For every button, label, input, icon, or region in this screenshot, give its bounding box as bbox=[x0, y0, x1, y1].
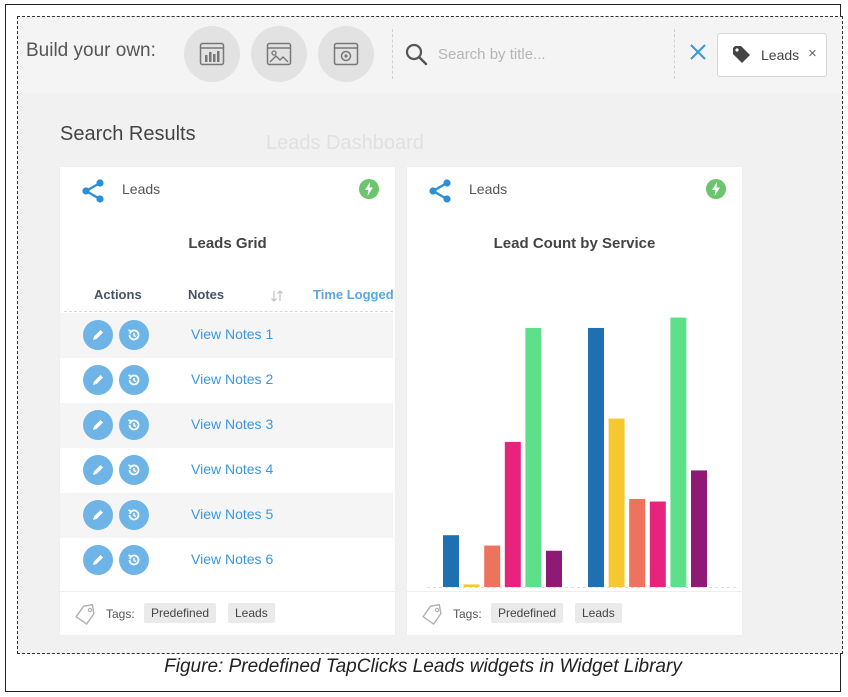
widget-library-screenshot: Build your own: bbox=[17, 16, 843, 654]
edit-button[interactable] bbox=[83, 365, 113, 395]
search-results-title: Search Results bbox=[60, 123, 196, 145]
view-notes-link[interactable]: View Notes 1 bbox=[191, 326, 274, 342]
table-row: View Notes 3 bbox=[60, 403, 393, 448]
history-button[interactable] bbox=[119, 455, 149, 485]
edit-button[interactable] bbox=[83, 410, 113, 440]
remove-tag-icon[interactable]: × bbox=[808, 45, 817, 62]
tag-chip-leads[interactable]: Leads bbox=[228, 603, 275, 623]
column-header-notes[interactable]: Notes bbox=[188, 287, 225, 302]
history-button[interactable] bbox=[119, 410, 149, 440]
pencil-icon bbox=[93, 420, 103, 430]
search-icon bbox=[405, 43, 428, 66]
edit-button[interactable] bbox=[83, 545, 113, 575]
chart-title: Lead Count by Service bbox=[493, 235, 656, 252]
close-icon[interactable] bbox=[686, 40, 710, 64]
image-widget-icon bbox=[266, 42, 292, 66]
pencil-icon bbox=[93, 465, 103, 475]
history-icon bbox=[128, 554, 140, 566]
chart-bar[interactable] bbox=[691, 470, 707, 587]
table-row: View Notes 6 bbox=[60, 538, 393, 583]
toolbar-divider bbox=[392, 29, 393, 79]
chart-bar[interactable] bbox=[504, 441, 521, 587]
column-header-time-logged[interactable]: Time Logged bbox=[313, 287, 394, 302]
column-header-actions[interactable]: Actions bbox=[94, 287, 142, 302]
history-button[interactable] bbox=[119, 545, 149, 575]
toolbar: Build your own: bbox=[18, 17, 842, 93]
pencil-icon bbox=[93, 510, 103, 520]
pencil-icon bbox=[93, 375, 103, 385]
history-button[interactable] bbox=[119, 365, 149, 395]
history-icon bbox=[128, 329, 140, 341]
table-row: View Notes 4 bbox=[60, 448, 393, 493]
tag-outline-icon bbox=[75, 603, 95, 625]
card-footer: Tags: Predefined Leads bbox=[407, 591, 742, 635]
chart-bar[interactable] bbox=[484, 545, 501, 587]
view-notes-link[interactable]: View Notes 6 bbox=[191, 551, 274, 567]
widget-card-lead-count-by-service[interactable]: Leads Lead Count by Service Tags: Predef… bbox=[407, 167, 742, 635]
build-image-widget-button[interactable] bbox=[251, 26, 307, 82]
tag-filter-chip[interactable]: Leads × bbox=[717, 33, 827, 77]
toolbar-divider bbox=[674, 29, 675, 79]
edit-button[interactable] bbox=[83, 500, 113, 530]
table-row: View Notes 5 bbox=[60, 493, 393, 538]
chart-bar[interactable] bbox=[608, 418, 625, 587]
table-row: View Notes 1 bbox=[60, 313, 393, 358]
build-bar-chart-widget-button[interactable] bbox=[184, 26, 240, 82]
tag-filter-label: Leads bbox=[761, 47, 800, 63]
chart-bar[interactable] bbox=[588, 327, 604, 587]
build-your-own-label: Build your own: bbox=[26, 40, 156, 61]
pencil-icon bbox=[93, 555, 103, 565]
table-row: View Notes 2 bbox=[60, 358, 393, 403]
background-dashboard-title: Leads Dashboard bbox=[266, 132, 424, 154]
history-button[interactable] bbox=[119, 320, 149, 350]
share-icon[interactable] bbox=[80, 178, 106, 204]
lightning-bolt-icon bbox=[706, 179, 726, 199]
tag-chip-predefined[interactable]: Predefined bbox=[144, 603, 217, 623]
tags-label: Tags: bbox=[106, 607, 135, 621]
build-custom-widget-button[interactable] bbox=[318, 26, 374, 82]
figure-frame: Build your own: bbox=[5, 4, 843, 692]
chart-bar[interactable] bbox=[649, 501, 666, 587]
chart-bar[interactable] bbox=[629, 498, 646, 587]
chart-bar[interactable] bbox=[463, 584, 480, 587]
widget-card-leads-grid[interactable]: Leads Leads Grid Actions Notes Time Logg… bbox=[60, 167, 395, 635]
bar-chart-widget-icon bbox=[199, 42, 225, 66]
history-icon bbox=[128, 419, 140, 431]
chart-bar[interactable] bbox=[670, 317, 687, 587]
tag-outline-icon bbox=[422, 603, 442, 625]
view-notes-link[interactable]: View Notes 3 bbox=[191, 416, 274, 432]
lightning-bolt-icon bbox=[359, 179, 379, 199]
tag-chip-leads[interactable]: Leads bbox=[575, 603, 622, 623]
view-notes-link[interactable]: View Notes 5 bbox=[191, 506, 274, 522]
edit-button[interactable] bbox=[83, 455, 113, 485]
chart-bar[interactable] bbox=[443, 535, 459, 587]
chart-bar[interactable] bbox=[546, 550, 562, 587]
settings-widget-icon bbox=[333, 42, 359, 66]
history-icon bbox=[128, 464, 140, 476]
chart-bar[interactable] bbox=[525, 327, 542, 587]
card-source-label: Leads bbox=[469, 181, 508, 197]
tags-label: Tags: bbox=[453, 607, 482, 621]
search-input[interactable] bbox=[436, 39, 670, 69]
card-footer: Tags: Predefined Leads bbox=[60, 591, 395, 635]
history-button[interactable] bbox=[119, 500, 149, 530]
pencil-icon bbox=[93, 330, 103, 340]
history-icon bbox=[128, 509, 140, 521]
bar-chart bbox=[427, 317, 737, 588]
view-notes-link[interactable]: View Notes 2 bbox=[191, 371, 274, 387]
card-source-label: Leads bbox=[122, 181, 161, 197]
edit-button[interactable] bbox=[83, 320, 113, 350]
tag-chip-predefined[interactable]: Predefined bbox=[491, 603, 564, 623]
figure-caption: Figure: Predefined TapClicks Leads widge… bbox=[164, 656, 682, 677]
history-icon bbox=[128, 374, 140, 386]
grid-header-divider bbox=[64, 311, 393, 312]
share-icon[interactable] bbox=[427, 178, 453, 204]
sort-icon[interactable] bbox=[270, 289, 284, 303]
view-notes-link[interactable]: View Notes 4 bbox=[191, 461, 274, 477]
tag-icon bbox=[733, 46, 750, 63]
card-title: Leads Grid bbox=[188, 235, 267, 252]
